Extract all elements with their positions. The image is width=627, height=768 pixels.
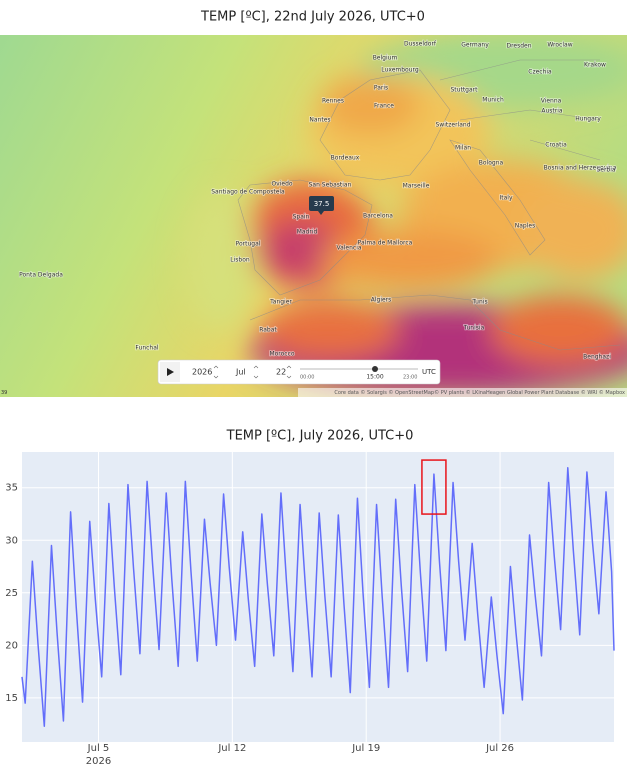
map-label: Hungary xyxy=(575,116,601,123)
scale-label: 39 xyxy=(1,390,7,396)
year-value: 2026 xyxy=(192,368,212,377)
map-label: Palma de Mallorca xyxy=(358,240,413,247)
map-label: Madrid xyxy=(297,229,318,236)
x-tick-label: Jul 5 xyxy=(87,743,110,754)
map-label: Serbia xyxy=(596,167,615,174)
map-label: Lisbon xyxy=(230,257,250,264)
month-value: Jul xyxy=(235,368,246,377)
borders xyxy=(237,59,621,351)
map-label: Portugal xyxy=(236,241,261,248)
map-label: Croatia xyxy=(545,142,567,149)
map-label: Bologna xyxy=(479,160,504,167)
map-label: Santiago de Compostela xyxy=(211,189,285,196)
map-label: Paris xyxy=(374,85,388,92)
x-tick-label: Jul 26 xyxy=(485,743,514,754)
map[interactable]: Dusseldorf Germany Dresden Wroclaw Belgium Lu… xyxy=(0,30,627,397)
plot-area xyxy=(22,452,614,742)
map-label: Spain xyxy=(293,214,310,221)
y-tick-label: 20 xyxy=(5,640,18,651)
time-tick: 00:00 xyxy=(300,375,314,381)
x-tick-label: Jul 19 xyxy=(351,743,380,754)
time-slider-handle[interactable] xyxy=(372,366,378,372)
line-chart: 15 20 25 30 35 Jul 5 2026 Jul 12 Jul 19 Jul 26 xyxy=(5,452,615,767)
map-label: Wroclaw xyxy=(547,42,572,49)
map-label: Ponta Delgada xyxy=(19,272,63,279)
map-label: Algiers xyxy=(371,297,392,304)
map-label: Benghazi xyxy=(583,354,611,361)
x-tick-label: Jul 12 xyxy=(217,743,246,754)
map-label: Switzerland xyxy=(436,122,471,129)
map-label: Naples xyxy=(515,223,535,230)
map-label: Marseille xyxy=(403,183,430,190)
year-select[interactable]: 2026 xyxy=(185,364,221,380)
map-label: Luxembourg xyxy=(381,67,419,74)
month-select[interactable]: Jul xyxy=(235,365,259,379)
map-label: Munich xyxy=(482,97,504,104)
attribution-bg xyxy=(298,388,627,397)
map-label: Austria xyxy=(541,108,563,115)
y-tick-label: 15 xyxy=(5,693,18,704)
map-label: Belgium xyxy=(373,55,398,62)
map-label: Oviedo xyxy=(271,181,292,188)
map-label: San Sebastian xyxy=(309,182,352,189)
map-label: Valencia xyxy=(336,245,361,252)
map-label: Stuttgart xyxy=(451,87,479,94)
map-label: Rennes xyxy=(322,98,344,105)
x-year-label: 2026 xyxy=(86,756,111,767)
y-tick-label: 30 xyxy=(5,535,18,546)
map-label: Tangier xyxy=(269,299,292,306)
map-label: Bosnia and Herzegovina xyxy=(544,165,617,172)
map-label: Rabat xyxy=(259,327,277,334)
day-select[interactable]: 22 xyxy=(276,365,292,379)
map-label: Milan xyxy=(455,145,471,152)
day-value: 22 xyxy=(276,368,286,377)
y-tick-label: 35 xyxy=(5,483,18,494)
map-labels: Dusseldorf Germany Dresden Wroclaw Belgium Lu… xyxy=(18,40,617,362)
highlight-box xyxy=(421,459,447,515)
map-label: Funchal xyxy=(135,345,159,352)
map-label: Nantes xyxy=(309,117,330,124)
map-label: Tunis xyxy=(471,299,487,306)
map-label: Barcelona xyxy=(363,213,393,220)
temperature-line xyxy=(21,467,615,727)
tooltip: 37.5 xyxy=(309,196,334,215)
attribution: Core data © Solargis © OpenStreetMap© PV… xyxy=(334,389,625,396)
chart-title: TEMP [ºC], July 2026, UTC+0 xyxy=(226,429,414,444)
map-label: Bordeaux xyxy=(331,155,360,162)
y-tick-label: 25 xyxy=(5,588,18,599)
map-label: Dresden xyxy=(506,43,531,50)
map-label: France xyxy=(374,103,394,110)
tooltip-value: 37.5 xyxy=(314,200,330,208)
timezone: UTC xyxy=(422,368,436,376)
map-label: Czechia xyxy=(528,69,552,76)
map-label: Vienna xyxy=(541,98,562,105)
map-label: Italy xyxy=(499,195,512,202)
time-tick: 23:00 xyxy=(403,375,417,381)
map-label: Germany xyxy=(461,42,489,49)
map-label: Morocco xyxy=(269,351,294,358)
time-controls: 2026 Jul 22 00:00 15:00 23:00 UTC xyxy=(157,359,441,385)
time-tick: 15:00 xyxy=(366,374,383,381)
map-label: Krakow xyxy=(584,62,606,69)
map-label: Tunisia xyxy=(463,325,485,332)
map-title: TEMP [ºC], 22nd July 2026, UTC+0 xyxy=(200,10,425,25)
map-label: Dusseldorf xyxy=(404,41,437,48)
